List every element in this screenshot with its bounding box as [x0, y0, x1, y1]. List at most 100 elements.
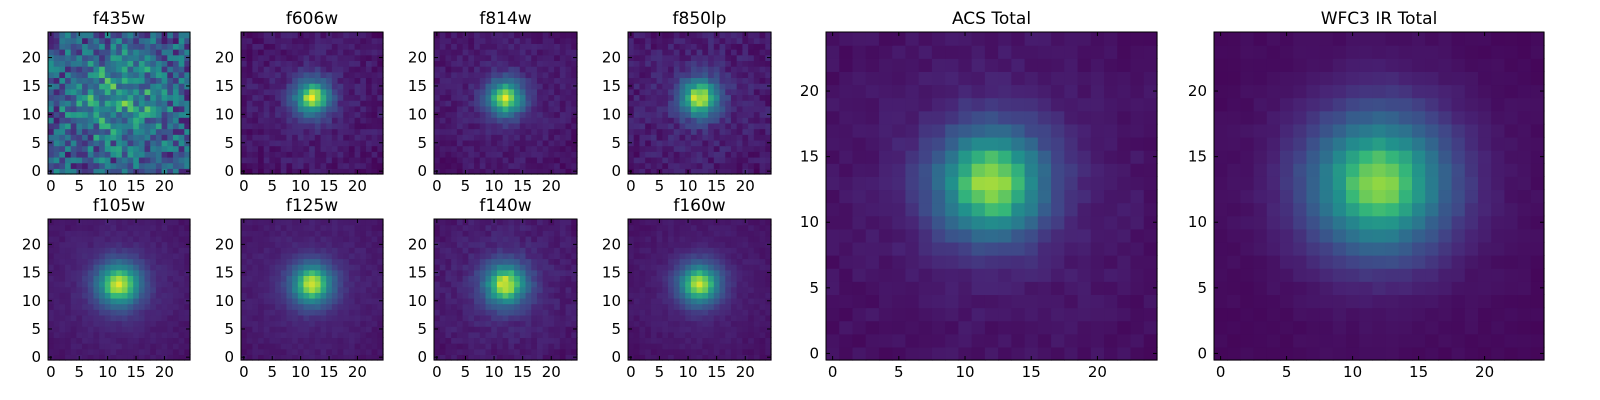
heatmap-cell: [76, 83, 83, 90]
heatmap-cell: [931, 97, 946, 112]
heatmap-cell: [70, 134, 77, 141]
heatmap-cell: [918, 45, 933, 59]
heatmap-cell: [110, 224, 117, 231]
heatmap-cell: [1077, 228, 1092, 243]
heatmap-cell: [685, 139, 692, 147]
heatmap-cell: [348, 32, 356, 39]
heatmap-cell: [865, 346, 880, 361]
heatmap-cell: [1319, 32, 1334, 46]
heatmap-cell: [1517, 281, 1532, 295]
heatmap-cell: [99, 230, 106, 237]
heatmap-cell: [554, 145, 561, 152]
heatmap-cell: [878, 136, 893, 151]
heatmap-cell: [650, 54, 658, 61]
heatmap-cell: [892, 176, 907, 191]
heatmap-cell: [127, 156, 134, 164]
heatmap-cell: [1051, 150, 1065, 164]
heatmap-cell: [650, 162, 658, 169]
heatmap-cell: [892, 333, 907, 348]
heatmap-cell: [1319, 136, 1334, 151]
x-tick-label: 10: [955, 363, 974, 381]
heatmap-cell: [70, 117, 77, 124]
heatmap-cell: [1438, 189, 1453, 204]
heatmap-cell: [360, 156, 367, 164]
heatmap-cell: [1412, 268, 1426, 282]
heatmap-cell: [110, 151, 117, 158]
heatmap-cell: [133, 66, 140, 73]
heatmap-cell: [542, 60, 549, 67]
heatmap-cell: [554, 134, 561, 141]
heatmap-cell: [1064, 136, 1079, 151]
heatmap-cell: [343, 37, 350, 44]
heatmap-cell: [127, 60, 134, 67]
heatmap-cell: [998, 150, 1012, 164]
heatmap-cell: [59, 292, 66, 299]
heatmap-cell: [1491, 32, 1505, 46]
heatmap-cell: [753, 162, 761, 169]
heatmap-cell: [292, 43, 299, 50]
heatmap-cell: [931, 202, 946, 217]
heatmap-cell: [462, 60, 469, 67]
heatmap-cell: [314, 343, 322, 350]
heatmap-cell: [161, 151, 168, 158]
heatmap-cell: [360, 168, 367, 175]
heatmap-cell: [1412, 346, 1426, 361]
heatmap-cell: [1143, 84, 1158, 99]
heatmap-cell: [496, 139, 504, 147]
heatmap-cell: [554, 139, 561, 147]
heatmap-cell: [87, 348, 95, 355]
heatmap-cell: [1332, 241, 1347, 256]
heatmap-cell: [668, 139, 675, 147]
heatmap-cell: [155, 354, 163, 361]
heatmap-cell: [468, 88, 475, 96]
heatmap-cell: [445, 156, 452, 164]
heatmap-cell: [468, 83, 475, 90]
heatmap-cell: [878, 346, 893, 361]
heatmap-cell: [1253, 202, 1268, 217]
heatmap-cell: [1240, 110, 1255, 125]
heatmap-cell: [337, 281, 344, 288]
heatmap-cell: [702, 60, 709, 67]
heatmap-cell: [252, 297, 259, 305]
heatmap-cell: [1214, 333, 1228, 348]
heatmap-cell: [514, 128, 521, 135]
heatmap-cell: [99, 43, 106, 50]
heatmap-cell: [1478, 215, 1492, 230]
heatmap-cell: [485, 54, 492, 61]
heatmap-cell: [48, 224, 55, 231]
x-tick-label: 5: [894, 363, 904, 381]
heatmap-cell: [133, 105, 140, 113]
heatmap-cell: [76, 88, 83, 96]
heatmap-cell: [878, 307, 893, 322]
heatmap-cell: [730, 122, 738, 130]
heatmap-cell: [99, 105, 106, 113]
heatmap-cell: [275, 60, 282, 67]
heatmap-cell: [696, 60, 703, 67]
heatmap-cell: [984, 346, 999, 361]
heatmap-cell: [1530, 32, 1545, 46]
heatmap-cell: [65, 134, 72, 141]
heatmap-cell: [679, 128, 686, 135]
heatmap-cell: [1385, 268, 1400, 282]
heatmap-cell: [320, 326, 327, 333]
heatmap-cell: [702, 66, 709, 73]
heatmap-cell: [326, 348, 333, 355]
heatmap-cell: [292, 314, 299, 322]
heatmap-cell: [656, 156, 663, 164]
heatmap-cell: [343, 139, 350, 147]
heatmap-cell: [99, 235, 106, 243]
heatmap-cell: [116, 230, 123, 237]
y-tick-label: 5: [31, 320, 41, 338]
heatmap-cell: [286, 88, 293, 96]
heatmap-cell: [1214, 281, 1228, 295]
heatmap-cell: [468, 139, 475, 147]
heatmap-cell: [377, 281, 384, 288]
heatmap-cell: [53, 37, 60, 44]
heatmap-cell: [167, 247, 174, 254]
heatmap-cell: [1090, 228, 1105, 243]
heatmap-cell: [59, 156, 66, 164]
heatmap-cell: [725, 122, 732, 130]
heatmap-cell: [1227, 45, 1241, 59]
heatmap-cell: [99, 252, 106, 260]
heatmap-cell: [685, 151, 692, 158]
